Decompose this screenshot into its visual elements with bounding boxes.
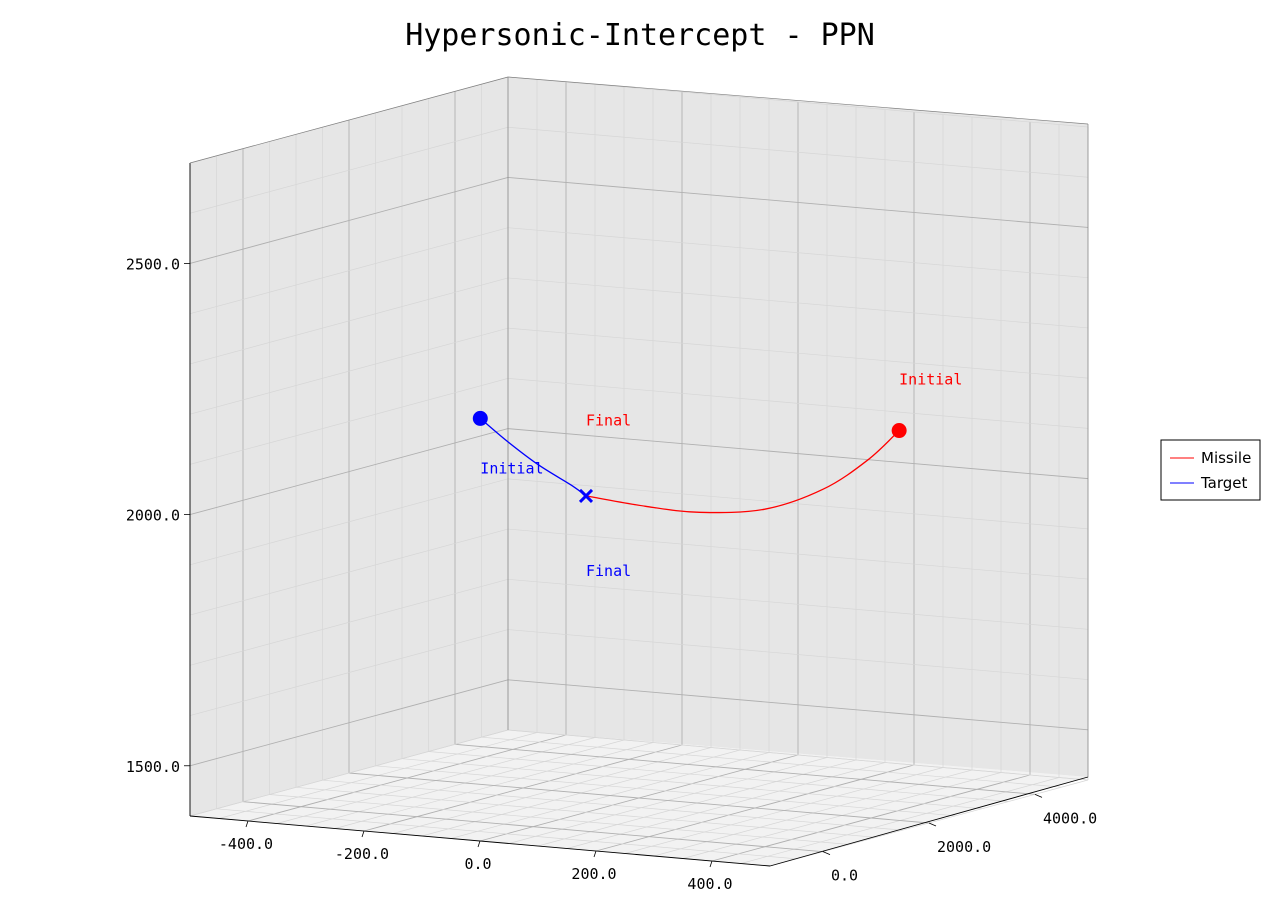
grid-line-z-back xyxy=(507,679,1089,731)
left-top-edge xyxy=(189,76,509,164)
x-tick-mark xyxy=(593,850,597,858)
annotations: Initial Final Initial Final xyxy=(480,370,962,580)
y-tick-mark xyxy=(1034,793,1043,798)
missile-start-marker xyxy=(891,423,907,439)
z-tick-label: 1500.0 xyxy=(126,758,180,776)
annotation-final: Final xyxy=(586,412,631,430)
grid-line-z-left xyxy=(189,629,509,716)
x-tick-label: 400.0 xyxy=(687,875,732,893)
y-tick-mark xyxy=(822,851,831,856)
legend-label-missile: Missile xyxy=(1201,449,1251,467)
grid-line-z-left xyxy=(189,478,509,566)
series-line-missile xyxy=(585,430,900,514)
grid-line-z-left xyxy=(189,378,509,465)
grid-line-z-back xyxy=(507,227,1089,279)
grid-line-y-floor xyxy=(401,758,983,810)
grid-line-y-floor xyxy=(454,743,1036,795)
grid-line-z-back xyxy=(507,177,1089,228)
grid-line-z-left xyxy=(189,578,509,666)
grid-lines xyxy=(189,76,1089,867)
series-markers xyxy=(472,410,907,503)
x-tick-label: -400.0 xyxy=(219,835,273,853)
legend: Missile Target xyxy=(1160,439,1261,501)
legend-label-target: Target xyxy=(1200,474,1248,492)
grid-line-z-left xyxy=(189,428,509,516)
grid-line-y-floor xyxy=(216,808,797,860)
target-start-marker xyxy=(472,410,488,426)
series-line-target xyxy=(479,417,587,497)
grid-line-z-back xyxy=(507,126,1089,178)
back-top-edge xyxy=(507,76,1089,125)
legend-frame xyxy=(1160,439,1261,501)
z-tick-label: 2500.0 xyxy=(126,255,180,273)
series-lines xyxy=(479,417,900,514)
z-tick-label: 2000.0 xyxy=(126,507,180,525)
grid-line-y-floor xyxy=(375,765,956,817)
grid-line-y-floor xyxy=(269,794,850,845)
grid-line-z-back xyxy=(507,578,1089,630)
x-tick-mark xyxy=(361,830,365,838)
grid-line-z-left xyxy=(189,277,509,365)
grid-line-z-left xyxy=(189,528,509,616)
chart-title: Hypersonic-Intercept - PPN xyxy=(405,18,875,53)
x-tick-mark xyxy=(245,820,249,828)
grid-line-z-left xyxy=(189,177,509,264)
grid-line-y-floor xyxy=(322,779,903,831)
x-tick-label: 0.0 xyxy=(464,855,491,873)
y-axis-line xyxy=(769,776,1089,867)
y-tick-mark xyxy=(928,822,937,827)
grid-line-z-left xyxy=(189,126,509,214)
y-tick-label: 4000.0 xyxy=(1043,809,1097,827)
grid-line-z-left xyxy=(189,227,509,315)
x-tick-label: 200.0 xyxy=(571,865,616,883)
grid-line-z-back xyxy=(507,629,1089,680)
annotation-initial: Initial xyxy=(899,370,962,388)
grid-line-z-back xyxy=(507,478,1089,530)
grid-line-y-floor xyxy=(295,786,877,838)
annotation-final: Final xyxy=(586,562,631,580)
target-intercept-marker xyxy=(578,488,594,503)
grid-line-y-floor xyxy=(428,751,1009,802)
grid-line-z-back xyxy=(507,277,1089,329)
grid-line-z-back xyxy=(507,729,1089,781)
grid-line-z-back xyxy=(507,76,1089,128)
grid-line-z-left xyxy=(189,327,509,415)
grid-line-z-back xyxy=(507,428,1089,480)
x-tick-label: -200.0 xyxy=(335,845,389,863)
grid-line-z-back xyxy=(507,327,1089,379)
tick-labels: -400.0 -200.0 0.0 200.0 400.0 0.0 2000.0 4000.0… xyxy=(126,255,1097,893)
grid-line-z-left xyxy=(189,679,509,767)
y-tick-label: 2000.0 xyxy=(937,838,991,856)
grid-line-z-back xyxy=(507,378,1089,429)
grid-line-y-floor xyxy=(242,801,824,853)
y-tick-label: 0.0 xyxy=(831,867,858,885)
grid-line-y-floor xyxy=(348,772,930,824)
x-tick-mark xyxy=(477,840,481,848)
grid-line-z-left xyxy=(189,729,509,817)
axes-panes xyxy=(190,77,1088,866)
annotation-initial: Initial xyxy=(480,460,543,478)
grid-line-z-back xyxy=(507,528,1089,580)
grid-line-y-floor xyxy=(481,736,1062,788)
x-tick-mark xyxy=(709,860,713,868)
